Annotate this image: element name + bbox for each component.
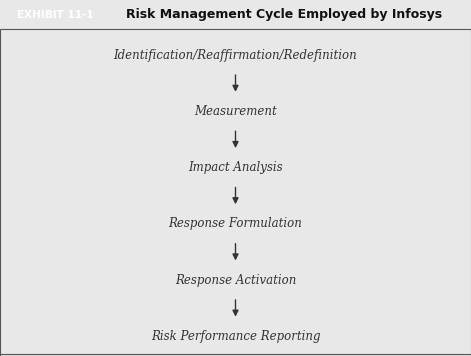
Text: Identification/Reaffirmation/Redefinition: Identification/Reaffirmation/Redefinitio…: [114, 49, 357, 62]
Text: Impact Analysis: Impact Analysis: [188, 161, 283, 174]
Text: Risk Performance Reporting: Risk Performance Reporting: [151, 330, 320, 343]
Text: Measurement: Measurement: [194, 105, 277, 118]
Text: Response Activation: Response Activation: [175, 274, 296, 287]
Text: EXHIBIT 11-1: EXHIBIT 11-1: [17, 10, 94, 20]
Text: Risk Management Cycle Employed by Infosys: Risk Management Cycle Employed by Infosy…: [126, 8, 442, 21]
Text: Response Formulation: Response Formulation: [169, 218, 302, 230]
